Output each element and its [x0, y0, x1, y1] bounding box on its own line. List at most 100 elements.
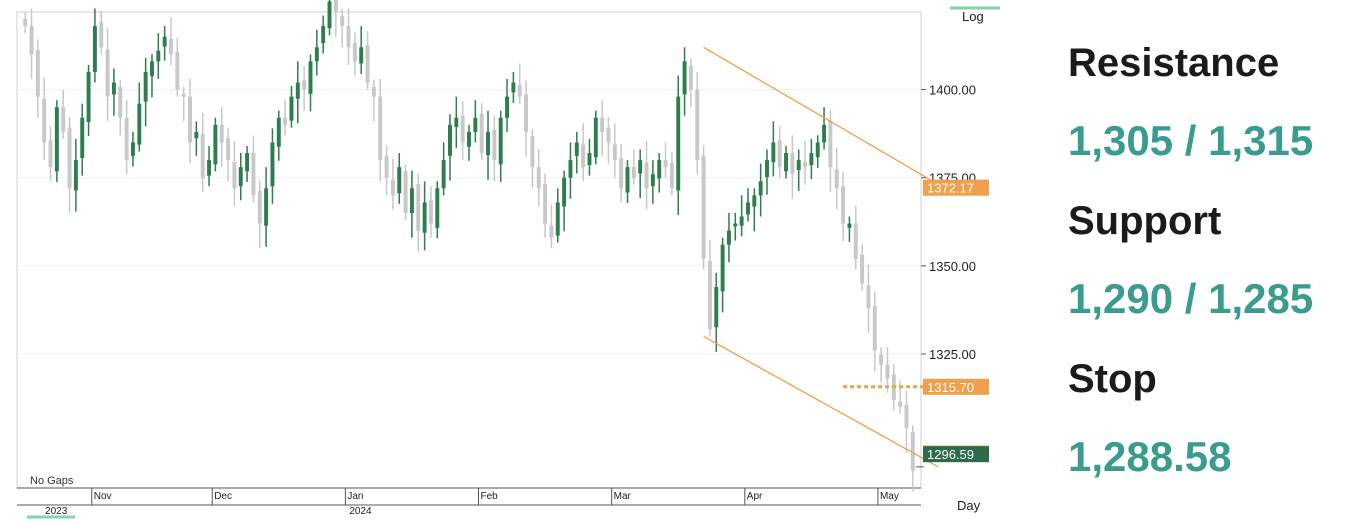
candle-body	[543, 184, 548, 224]
candle-body	[809, 153, 814, 166]
candle-body	[733, 223, 738, 227]
x-month-label: Nov	[94, 491, 112, 502]
candle-body	[35, 50, 40, 97]
candle-body	[530, 136, 535, 168]
candle-body	[841, 186, 846, 224]
support-value: 1,290 / 1,285	[1068, 275, 1314, 322]
candle-body	[581, 144, 586, 168]
candle-body	[511, 82, 516, 93]
candle-body	[276, 117, 281, 147]
price-tag-label: 1315.70	[927, 380, 974, 395]
no-gaps-label: No Gaps	[30, 475, 74, 487]
candle-body	[568, 160, 573, 178]
candle-body	[448, 124, 452, 156]
candle-body	[232, 162, 237, 189]
candle-body	[631, 167, 636, 178]
candle-body	[524, 94, 529, 132]
candle-body	[340, 16, 345, 27]
candle-body	[251, 153, 256, 196]
candle-body	[118, 86, 123, 118]
candle-body	[910, 432, 915, 471]
candle-body	[688, 65, 693, 90]
candle-body	[352, 43, 357, 62]
candle-body	[847, 223, 852, 228]
x-year-label: 2024	[349, 506, 372, 517]
candle-body	[676, 96, 681, 191]
y-tick-label: 1325.00	[929, 347, 976, 362]
candle-body	[207, 160, 212, 176]
candle-body	[264, 188, 269, 226]
candle-body	[137, 103, 142, 145]
candle-body	[492, 129, 497, 161]
candle-body	[428, 200, 433, 224]
candle-body	[156, 50, 161, 62]
candle-body	[390, 179, 395, 196]
candle-body	[92, 26, 97, 72]
channel-lines	[703, 46, 952, 468]
candle-body	[726, 230, 731, 245]
candle-body	[270, 142, 275, 187]
candle-body	[720, 244, 725, 292]
candle-body	[365, 45, 370, 83]
candle-body	[143, 71, 148, 102]
candle-body	[67, 127, 72, 189]
channel-line-lower	[703, 335, 939, 468]
price-tag-label: 1296.59	[927, 447, 974, 462]
stop-value: 1,288.58	[1068, 433, 1232, 480]
candle-body	[226, 138, 231, 161]
candle-body	[245, 153, 250, 172]
candle-body	[99, 21, 104, 48]
resistance-value: 1,305 / 1,315	[1068, 117, 1314, 164]
candle-body	[606, 127, 611, 143]
candle-body	[707, 260, 712, 330]
candle-body	[295, 82, 300, 99]
candle-body	[625, 167, 630, 193]
candle-body	[784, 153, 788, 172]
candle-body	[555, 202, 560, 236]
candle-body	[80, 117, 85, 158]
candle-body	[111, 82, 116, 95]
candle-body	[777, 140, 782, 168]
stop-label: Stop	[1068, 357, 1157, 401]
candle-body	[790, 153, 795, 175]
candle-body	[162, 36, 167, 47]
x-month-label: Feb	[481, 491, 499, 502]
candle-body	[752, 195, 757, 207]
candle-body	[758, 181, 763, 196]
candle-body	[409, 188, 414, 213]
candle-body	[219, 124, 224, 143]
candle-body	[593, 117, 598, 158]
candle-body	[860, 254, 865, 284]
candle-body	[124, 117, 129, 161]
candle-body	[486, 131, 490, 156]
candle-body	[574, 142, 579, 156]
candle-body	[257, 191, 262, 224]
candle-body	[746, 202, 750, 215]
candle-body	[650, 174, 655, 187]
candlesticks	[23, 0, 915, 492]
candle-body	[765, 160, 769, 178]
channel-line-upper	[703, 46, 952, 193]
candle-body	[796, 160, 801, 170]
candle-body	[238, 167, 243, 187]
candle-body	[587, 153, 592, 166]
candle-body	[498, 117, 503, 165]
candle-body	[302, 80, 307, 90]
gridlines	[17, 89, 921, 355]
candle-body	[130, 142, 135, 156]
candle-body	[42, 98, 47, 143]
candle-body	[283, 117, 288, 125]
candle-body	[194, 131, 199, 139]
candle-body	[536, 167, 541, 189]
candle-body	[200, 133, 205, 178]
candle-body	[517, 84, 522, 97]
candle-body	[600, 117, 605, 132]
candle-body	[739, 216, 744, 226]
candle-body	[663, 160, 668, 168]
candle-body	[73, 160, 78, 191]
candle-body	[188, 96, 192, 143]
candle-body	[701, 155, 706, 259]
candle-body	[714, 287, 719, 328]
candle-body	[48, 140, 53, 168]
